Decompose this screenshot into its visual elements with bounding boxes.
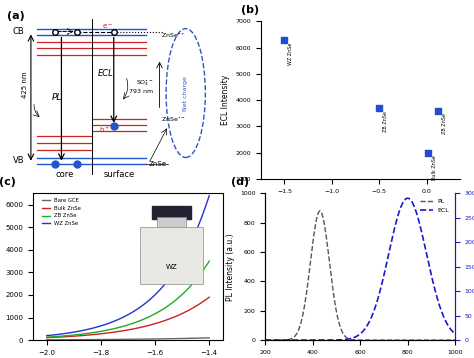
WZ ZnSe (45, 333, 50, 338)
Text: ECL: ECL (98, 69, 114, 78)
Bulk ZnSe (191, 305, 197, 309)
Point (375, 105, 383, 111)
Bulk ZnSe (45, 335, 50, 340)
Point (281, 37, 288, 43)
-- PL (373, 338, 379, 342)
-- PL (317, 209, 323, 213)
WZ ZnSe (143, 300, 149, 305)
Bare GCE (181, 336, 187, 340)
ZB ZnSe (45, 335, 50, 339)
Text: CB: CB (13, 27, 24, 36)
Bulk ZnSe (44, 335, 50, 340)
Bare GCE (191, 336, 197, 340)
Text: ZB ZnSe: ZB ZnSe (442, 113, 447, 134)
Line: Bulk ZnSe: Bulk ZnSe (47, 297, 209, 338)
WZ ZnSe (181, 254, 187, 258)
Text: Net charge: Net charge (183, 76, 188, 111)
Bare GCE (143, 337, 149, 341)
Text: h$^+$: h$^+$ (100, 124, 110, 135)
Text: SO$_4^{\bullet-}$: SO$_4^{\bullet-}$ (137, 78, 154, 88)
Bare GCE (44, 338, 50, 342)
-- PL (274, 338, 280, 342)
Y-axis label: ECL Intensity: ECL Intensity (221, 75, 230, 125)
Text: core: core (55, 170, 74, 179)
-- ECL (407, 197, 412, 201)
Bulk ZnSe (143, 324, 149, 328)
Text: 425 nm: 425 nm (22, 71, 28, 97)
Text: Bulk ZnSe: Bulk ZnSe (432, 155, 438, 180)
Line: ZB ZnSe: ZB ZnSe (47, 261, 209, 337)
-- PL (383, 338, 389, 342)
-- ECL (274, 338, 280, 342)
ZB ZnSe (44, 335, 50, 339)
WZ ZnSe (140, 303, 146, 307)
Text: (d): (d) (231, 178, 249, 188)
ZB ZnSe (140, 318, 146, 322)
WZ ZnSe (44, 334, 50, 338)
Text: 793 nm: 793 nm (129, 89, 153, 94)
Point (425, 150, 432, 156)
Text: surface: surface (104, 170, 135, 179)
ZB ZnSe (143, 316, 149, 320)
-- ECL (378, 287, 383, 291)
Bare GCE (141, 337, 146, 341)
-- ECL (263, 338, 268, 342)
Text: VB: VB (13, 156, 24, 165)
Text: WZ ZnSe: WZ ZnSe (288, 43, 293, 65)
Y-axis label: PL Intensity (a.u.): PL Intensity (a.u.) (226, 233, 235, 300)
Text: (b): (b) (241, 5, 259, 15)
Legend: Bare GCE, Bulk ZnSe, ZB ZnSe, WZ ZnSe: Bare GCE, Bulk ZnSe, ZB ZnSe, WZ ZnSe (40, 196, 83, 228)
Bulk ZnSe (141, 325, 146, 329)
WZ ZnSe (191, 234, 197, 238)
Text: ZnSe$^{\bullet+}$: ZnSe$^{\bullet+}$ (161, 31, 185, 40)
Bulk ZnSe (206, 295, 212, 299)
ZB ZnSe (141, 317, 146, 321)
-- PL (378, 338, 383, 342)
WZ ZnSe (141, 303, 146, 307)
WZ ZnSe (206, 193, 212, 198)
Line: -- PL: -- PL (265, 211, 455, 340)
-- ECL (452, 332, 458, 336)
-- ECL (383, 263, 389, 267)
ZB ZnSe (206, 259, 212, 263)
ZB ZnSe (191, 280, 197, 284)
Bulk ZnSe (181, 311, 187, 315)
Line: -- ECL: -- ECL (265, 198, 455, 340)
Text: PL: PL (52, 93, 62, 102)
-- ECL (426, 262, 432, 267)
-- PL (407, 338, 412, 342)
Legend: PL, ECL: PL, ECL (418, 197, 452, 215)
Bare GCE (45, 338, 50, 342)
ZB ZnSe (181, 291, 187, 295)
Text: (c): (c) (0, 178, 16, 188)
-- PL (452, 338, 458, 342)
Text: ZnSe: ZnSe (149, 160, 167, 166)
Bulk ZnSe (140, 325, 146, 329)
Bare GCE (140, 337, 146, 341)
Line: Bare GCE: Bare GCE (47, 338, 209, 340)
Text: e$^-$: e$^-$ (102, 22, 113, 31)
Bare GCE (206, 336, 212, 340)
-- PL (263, 338, 268, 342)
Point (434, 108, 442, 113)
Text: ZnSe$^{\bullet-}$: ZnSe$^{\bullet-}$ (161, 116, 186, 124)
Text: ZB ZnSe: ZB ZnSe (383, 111, 388, 132)
Text: (a): (a) (7, 11, 25, 21)
-- PL (426, 338, 432, 342)
Line: WZ ZnSe: WZ ZnSe (47, 195, 209, 336)
-- ECL (373, 304, 378, 308)
X-axis label: Net charge (εε0): Net charge (εε0) (328, 199, 392, 208)
-- ECL (405, 196, 410, 200)
